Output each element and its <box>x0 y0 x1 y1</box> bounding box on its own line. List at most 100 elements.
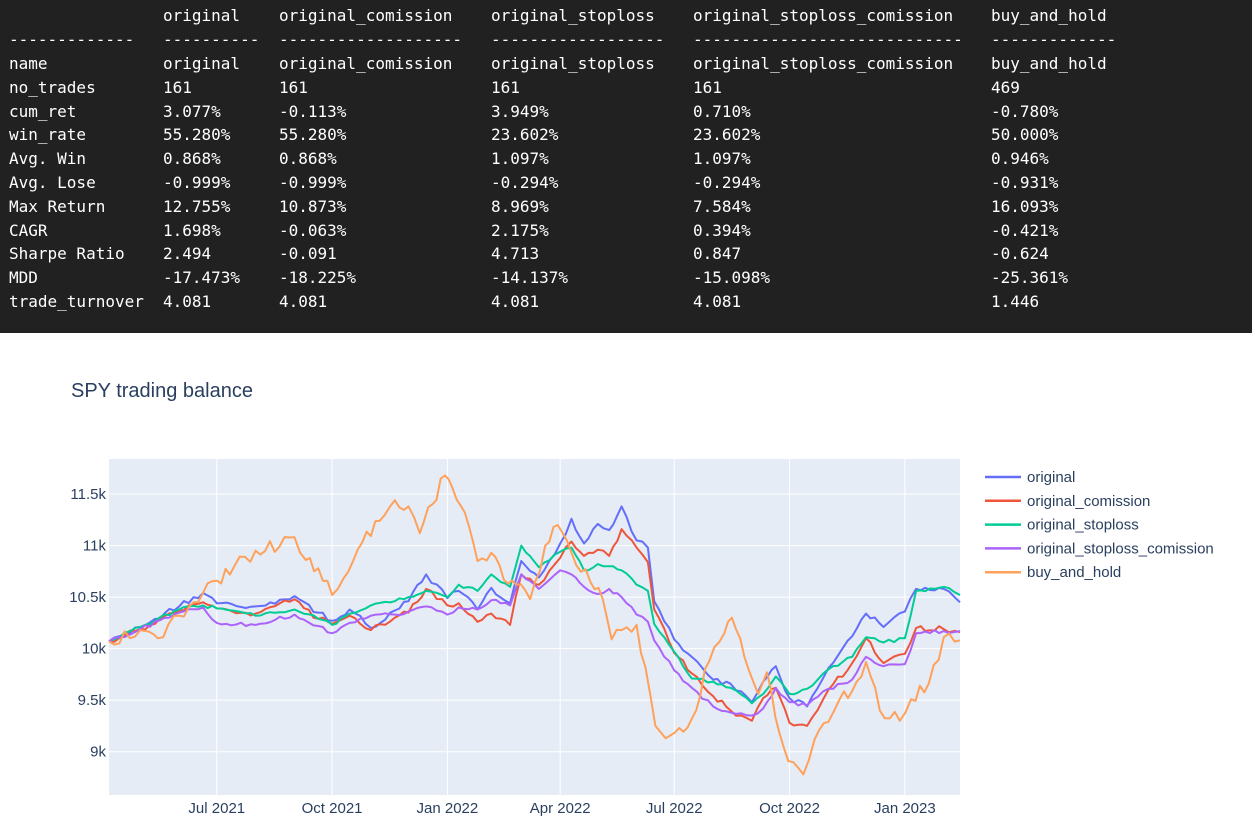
table-cell: original_stoploss <box>491 54 655 73</box>
table-cell: 0.868% <box>163 149 221 169</box>
table-cell: -15.098% <box>693 268 771 288</box>
y-tick-label: 10.5k <box>69 589 106 606</box>
y-tick-label: 9k <box>90 744 106 761</box>
table-row-label: cum_ret <box>9 101 77 121</box>
table-cell: 1.698% <box>163 220 221 240</box>
legend-item-buy-and-hold[interactable]: buy_and_hold <box>985 564 1121 581</box>
table-separator: ------------- <box>9 30 135 49</box>
table-row-label: name <box>9 54 48 73</box>
table-cell: 1.446 <box>991 292 1040 311</box>
table-cell: 0.868% <box>279 149 337 169</box>
table-row-label: Avg. Lose <box>9 173 96 192</box>
legend-label: buy_and_hold <box>1027 564 1121 581</box>
table-row-label: MDD <box>9 268 38 288</box>
table-row-label: no_trades <box>9 77 96 97</box>
table-cell: 3.949% <box>491 101 549 121</box>
table-cell: 469 <box>991 77 1020 97</box>
table-cell: 8.969% <box>491 196 549 216</box>
table-cell: 2.175% <box>491 220 549 240</box>
table-cell: -17.473% <box>163 268 241 288</box>
table-cell: 161 <box>279 77 308 97</box>
legend-item-original-comission[interactable]: original_comission <box>985 493 1150 510</box>
table-cell: -0.294% <box>693 173 761 192</box>
legend-label: original_stoploss_comission <box>1027 540 1214 557</box>
x-tick-label: Oct 2022 <box>759 800 820 817</box>
table-row-label: Sharpe Ratio <box>9 244 125 264</box>
legend-item-original[interactable]: original <box>985 469 1075 486</box>
plot-panel: SPY trading balance 9k 9.5k 10k 10.5k 11k 11.… <box>9 333 1252 830</box>
series-layer <box>108 474 961 776</box>
table-row-label: win_rate <box>9 125 87 145</box>
table-cell: 7.584% <box>693 196 751 216</box>
table-cell: 10.873% <box>279 196 347 216</box>
y-tick-label: 10k <box>82 641 107 658</box>
table-cell: 0.710% <box>693 101 751 121</box>
y-tick-label: 9.5k <box>78 692 107 709</box>
line-chart: SPY trading balance 9k 9.5k 10k 10.5k 11k 11.… <box>69 380 1214 817</box>
x-tick-label: Jul 2021 <box>188 800 245 817</box>
output-console: original original_comission original_stopl… <box>0 0 1252 333</box>
table-header-original-stoploss-comission: original_stoploss_comission <box>693 6 954 25</box>
x-tick-label: Apr 2022 <box>530 800 591 817</box>
x-tick-label: Jan 2022 <box>417 800 479 817</box>
table-cell: 4.081 <box>491 292 540 311</box>
table-cell: 161 <box>693 77 722 97</box>
table-cell: -0.999% <box>163 173 231 192</box>
table-cell: -18.225% <box>279 268 357 288</box>
table-cell: 0.847 <box>693 244 742 264</box>
table-cell: 23.602% <box>491 125 559 145</box>
y-tick-label: 11k <box>83 538 107 555</box>
table-cell: original_stoploss_comission <box>693 54 954 73</box>
table-cell: -0.091 <box>279 244 337 264</box>
table-row-label: trade_turnover <box>9 292 144 311</box>
grid-layer <box>109 459 960 795</box>
table-cell: 3.077% <box>163 101 221 121</box>
table-cell: 161 <box>491 77 520 97</box>
table-cell: -0.063% <box>279 220 347 240</box>
legend-label: original_comission <box>1027 493 1150 510</box>
table-cell: -0.113% <box>279 101 347 121</box>
table-cell: -0.780% <box>991 101 1059 121</box>
table-cell: 50.000% <box>991 125 1059 145</box>
table-cell: -0.624 <box>991 244 1049 264</box>
series-line-original-stoploss <box>108 544 961 705</box>
table-cell: original_comission <box>279 54 453 73</box>
legend-label: original <box>1027 469 1075 486</box>
series-line-buy-and-hold <box>108 474 961 776</box>
table-cell: 0.394% <box>693 220 751 240</box>
y-tick-label: 11.5k <box>70 486 106 503</box>
table-cell: original <box>163 54 241 73</box>
table-row-label: Max Return <box>9 196 106 216</box>
table-cell: 4.081 <box>279 292 328 311</box>
series-line-original <box>108 505 961 708</box>
table-header-original-stoploss: original_stoploss <box>491 6 655 25</box>
table-cell: 55.280% <box>279 125 347 145</box>
plot-area <box>109 459 960 795</box>
table-cell: 23.602% <box>693 125 761 145</box>
table-cell: -25.361% <box>991 268 1069 288</box>
table-separator: ---------- <box>163 30 260 49</box>
table-cell: -0.294% <box>491 173 559 192</box>
series-line-original-comission <box>108 528 961 727</box>
series-line-original-stoploss-comission <box>108 569 961 717</box>
table-separator: ------------- <box>991 30 1117 49</box>
table-cell: -0.421% <box>991 220 1059 240</box>
table-cell: buy_and_hold <box>991 54 1107 73</box>
table-separator: ------------------- <box>279 30 463 49</box>
table-cell: 4.713 <box>491 244 540 264</box>
legend-item-original-stoploss-comission[interactable]: original_stoploss_comission <box>985 540 1214 557</box>
table-cell: -14.137% <box>491 268 569 288</box>
table-cell: 1.097% <box>693 149 751 169</box>
table-cell: -0.999% <box>279 173 347 192</box>
table-row-label: CAGR <box>9 220 48 240</box>
table-header-buy-and-hold: buy_and_hold <box>991 6 1107 25</box>
legend-label: original_stoploss <box>1027 517 1139 534</box>
chart-title: SPY trading balance <box>71 380 253 402</box>
chart-legend[interactable]: original original_comission original_stopl… <box>985 469 1214 581</box>
legend-item-original-stoploss[interactable]: original_stoploss <box>985 517 1139 534</box>
x-tick-label: Jul 2022 <box>646 800 703 817</box>
table-cell: 16.093% <box>991 196 1059 216</box>
table-cell: 4.081 <box>163 292 212 311</box>
table-header-original-comission: original_comission <box>279 6 453 25</box>
table-cell: 2.494 <box>163 244 212 264</box>
